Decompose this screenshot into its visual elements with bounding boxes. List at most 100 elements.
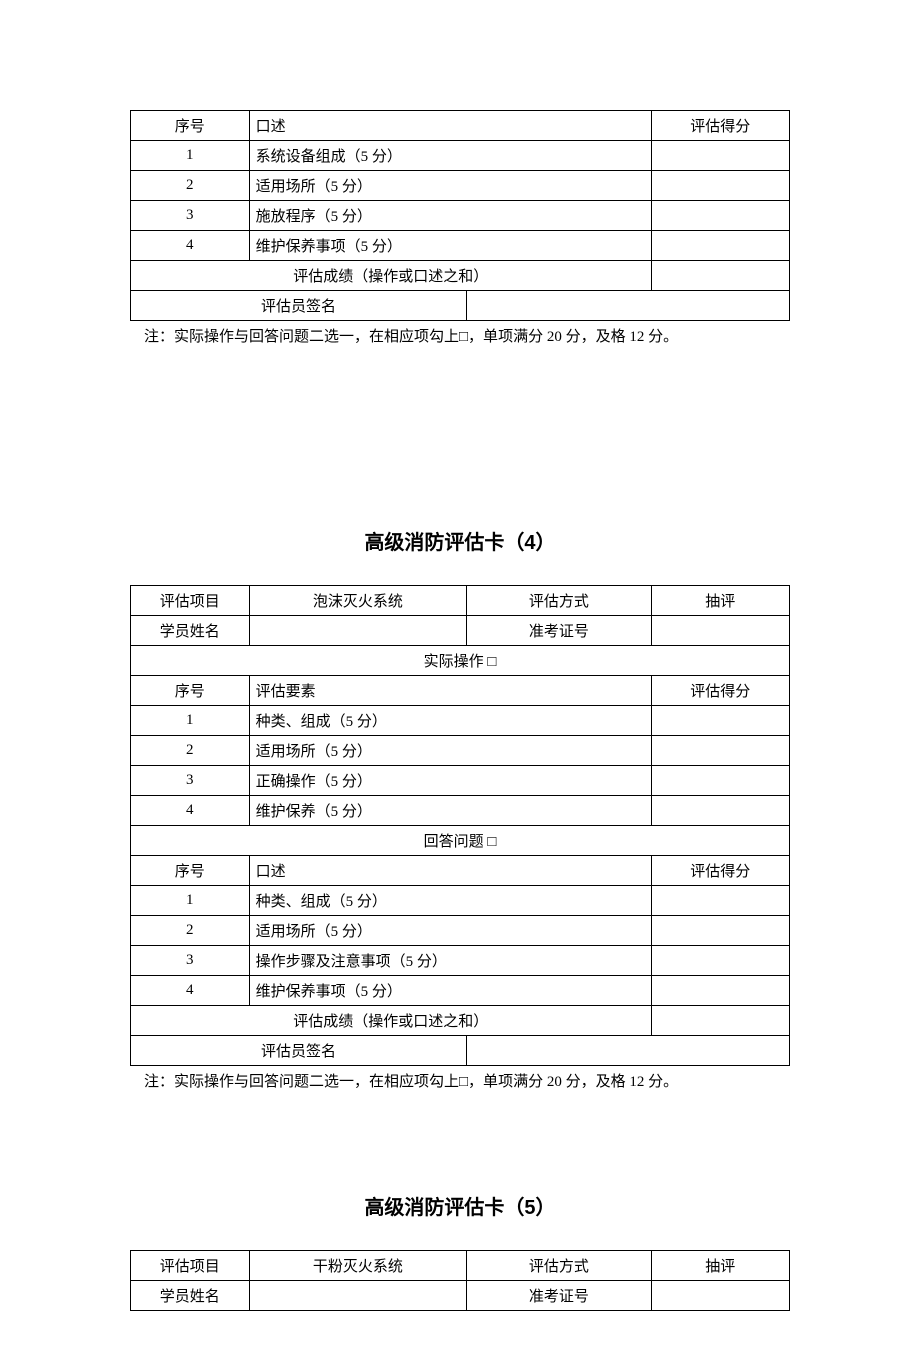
score-cell[interactable] (651, 141, 789, 171)
item-cell: 适用场所（5 分） (249, 736, 651, 766)
table-row: 4 维护保养事项（5 分） (131, 976, 790, 1006)
total-value[interactable] (651, 261, 789, 291)
item-cell: 适用场所（5 分） (249, 916, 651, 946)
item-cell: 维护保养事项（5 分） (249, 976, 651, 1006)
qa-col-seq: 序号 (131, 856, 250, 886)
signer-label: 评估员签名 (131, 1036, 467, 1066)
oral-eval-table-1: 序号 口述 评估得分 1 系统设备组成（5 分） 2 适用场所（5 分） 3 施… (130, 110, 790, 321)
op-col-score: 评估得分 (651, 676, 789, 706)
total-value[interactable] (651, 1006, 789, 1036)
score-cell[interactable] (651, 916, 789, 946)
table-row: 1 种类、组成（5 分） (131, 886, 790, 916)
signer-value[interactable] (467, 291, 790, 321)
signer-row: 评估员签名 (131, 291, 790, 321)
table-row: 4 维护保养事项（5 分） (131, 231, 790, 261)
op-header-row: 序号 评估要素 评估得分 (131, 676, 790, 706)
score-cell[interactable] (651, 706, 789, 736)
op-col-seq: 序号 (131, 676, 250, 706)
table-row: 1 系统设备组成（5 分） (131, 141, 790, 171)
eval-item-value: 干粉灭火系统 (249, 1251, 466, 1281)
col-score: 评估得分 (651, 111, 789, 141)
qa-section-row: 回答问题 □ (131, 826, 790, 856)
seq-cell: 2 (131, 171, 250, 201)
seq-cell: 1 (131, 886, 250, 916)
item-cell: 种类、组成（5 分） (249, 886, 651, 916)
qa-col-oral: 口述 (249, 856, 651, 886)
eval-item-label: 评估项目 (131, 1251, 250, 1281)
item-cell: 操作步骤及注意事项（5 分） (249, 946, 651, 976)
qa-section-label: 回答问题 □ (131, 826, 790, 856)
score-cell[interactable] (651, 231, 789, 261)
eval-mode-label: 评估方式 (467, 1251, 652, 1281)
table-row: 3 施放程序（5 分） (131, 201, 790, 231)
score-cell[interactable] (651, 976, 789, 1006)
table-row: 1 种类、组成（5 分） (131, 706, 790, 736)
eval-mode-value: 抽评 (651, 586, 789, 616)
ticket-label: 准考证号 (467, 616, 652, 646)
score-cell[interactable] (651, 171, 789, 201)
seq-cell: 4 (131, 231, 250, 261)
seq-cell: 3 (131, 766, 250, 796)
signer-label: 评估员签名 (131, 291, 467, 321)
header-row-1: 评估项目 干粉灭火系统 评估方式 抽评 (131, 1251, 790, 1281)
seq-cell: 3 (131, 946, 250, 976)
col-seq: 序号 (131, 111, 250, 141)
table-row: 2 适用场所（5 分） (131, 916, 790, 946)
score-cell[interactable] (651, 796, 789, 826)
col-oral: 口述 (249, 111, 651, 141)
table-row: 2 适用场所（5 分） (131, 171, 790, 201)
score-cell[interactable] (651, 201, 789, 231)
student-value[interactable] (249, 616, 466, 646)
ticket-value[interactable] (651, 1281, 789, 1311)
eval-mode-label: 评估方式 (467, 586, 652, 616)
card5-title: 高级消防评估卡（5） (130, 1191, 790, 1220)
signer-row: 评估员签名 (131, 1036, 790, 1066)
header-row-1: 评估项目 泡沫灭火系统 评估方式 抽评 (131, 586, 790, 616)
qa-col-score: 评估得分 (651, 856, 789, 886)
seq-cell: 2 (131, 736, 250, 766)
score-cell[interactable] (651, 766, 789, 796)
footnote-1: 注：实际操作与回答问题二选一，在相应项勾上□，单项满分 20 分，及格 12 分… (144, 325, 790, 346)
item-cell: 维护保养（5 分） (249, 796, 651, 826)
op-col-element: 评估要素 (249, 676, 651, 706)
item-cell: 施放程序（5 分） (249, 201, 651, 231)
student-label: 学员姓名 (131, 1281, 250, 1311)
op-section-row: 实际操作 □ (131, 646, 790, 676)
table-row: 3 正确操作（5 分） (131, 766, 790, 796)
card4-table: 评估项目 泡沫灭火系统 评估方式 抽评 学员姓名 准考证号 实际操作 □ 序号 … (130, 585, 790, 1066)
signer-value[interactable] (467, 1036, 790, 1066)
op-section-label: 实际操作 □ (131, 646, 790, 676)
item-cell: 种类、组成（5 分） (249, 706, 651, 736)
student-value[interactable] (249, 1281, 466, 1311)
score-cell[interactable] (651, 946, 789, 976)
header-row-2: 学员姓名 准考证号 (131, 616, 790, 646)
table-header-row: 序号 口述 评估得分 (131, 111, 790, 141)
header-row-2: 学员姓名 准考证号 (131, 1281, 790, 1311)
total-label: 评估成绩（操作或口述之和） (131, 261, 652, 291)
seq-cell: 1 (131, 141, 250, 171)
total-row: 评估成绩（操作或口述之和） (131, 1006, 790, 1036)
item-cell: 维护保养事项（5 分） (249, 231, 651, 261)
table-row: 4 维护保养（5 分） (131, 796, 790, 826)
eval-item-value: 泡沫灭火系统 (249, 586, 466, 616)
seq-cell: 4 (131, 796, 250, 826)
total-label: 评估成绩（操作或口述之和） (131, 1006, 652, 1036)
footnote-4: 注：实际操作与回答问题二选一，在相应项勾上□，单项满分 20 分，及格 12 分… (144, 1070, 790, 1091)
table-row: 2 适用场所（5 分） (131, 736, 790, 766)
ticket-label: 准考证号 (467, 1281, 652, 1311)
item-cell: 正确操作（5 分） (249, 766, 651, 796)
student-label: 学员姓名 (131, 616, 250, 646)
eval-mode-value: 抽评 (651, 1251, 789, 1281)
card4-title: 高级消防评估卡（4） (130, 526, 790, 555)
table-row: 3 操作步骤及注意事项（5 分） (131, 946, 790, 976)
seq-cell: 3 (131, 201, 250, 231)
total-row: 评估成绩（操作或口述之和） (131, 261, 790, 291)
seq-cell: 2 (131, 916, 250, 946)
score-cell[interactable] (651, 886, 789, 916)
item-cell: 适用场所（5 分） (249, 171, 651, 201)
seq-cell: 4 (131, 976, 250, 1006)
score-cell[interactable] (651, 736, 789, 766)
ticket-value[interactable] (651, 616, 789, 646)
eval-item-label: 评估项目 (131, 586, 250, 616)
seq-cell: 1 (131, 706, 250, 736)
